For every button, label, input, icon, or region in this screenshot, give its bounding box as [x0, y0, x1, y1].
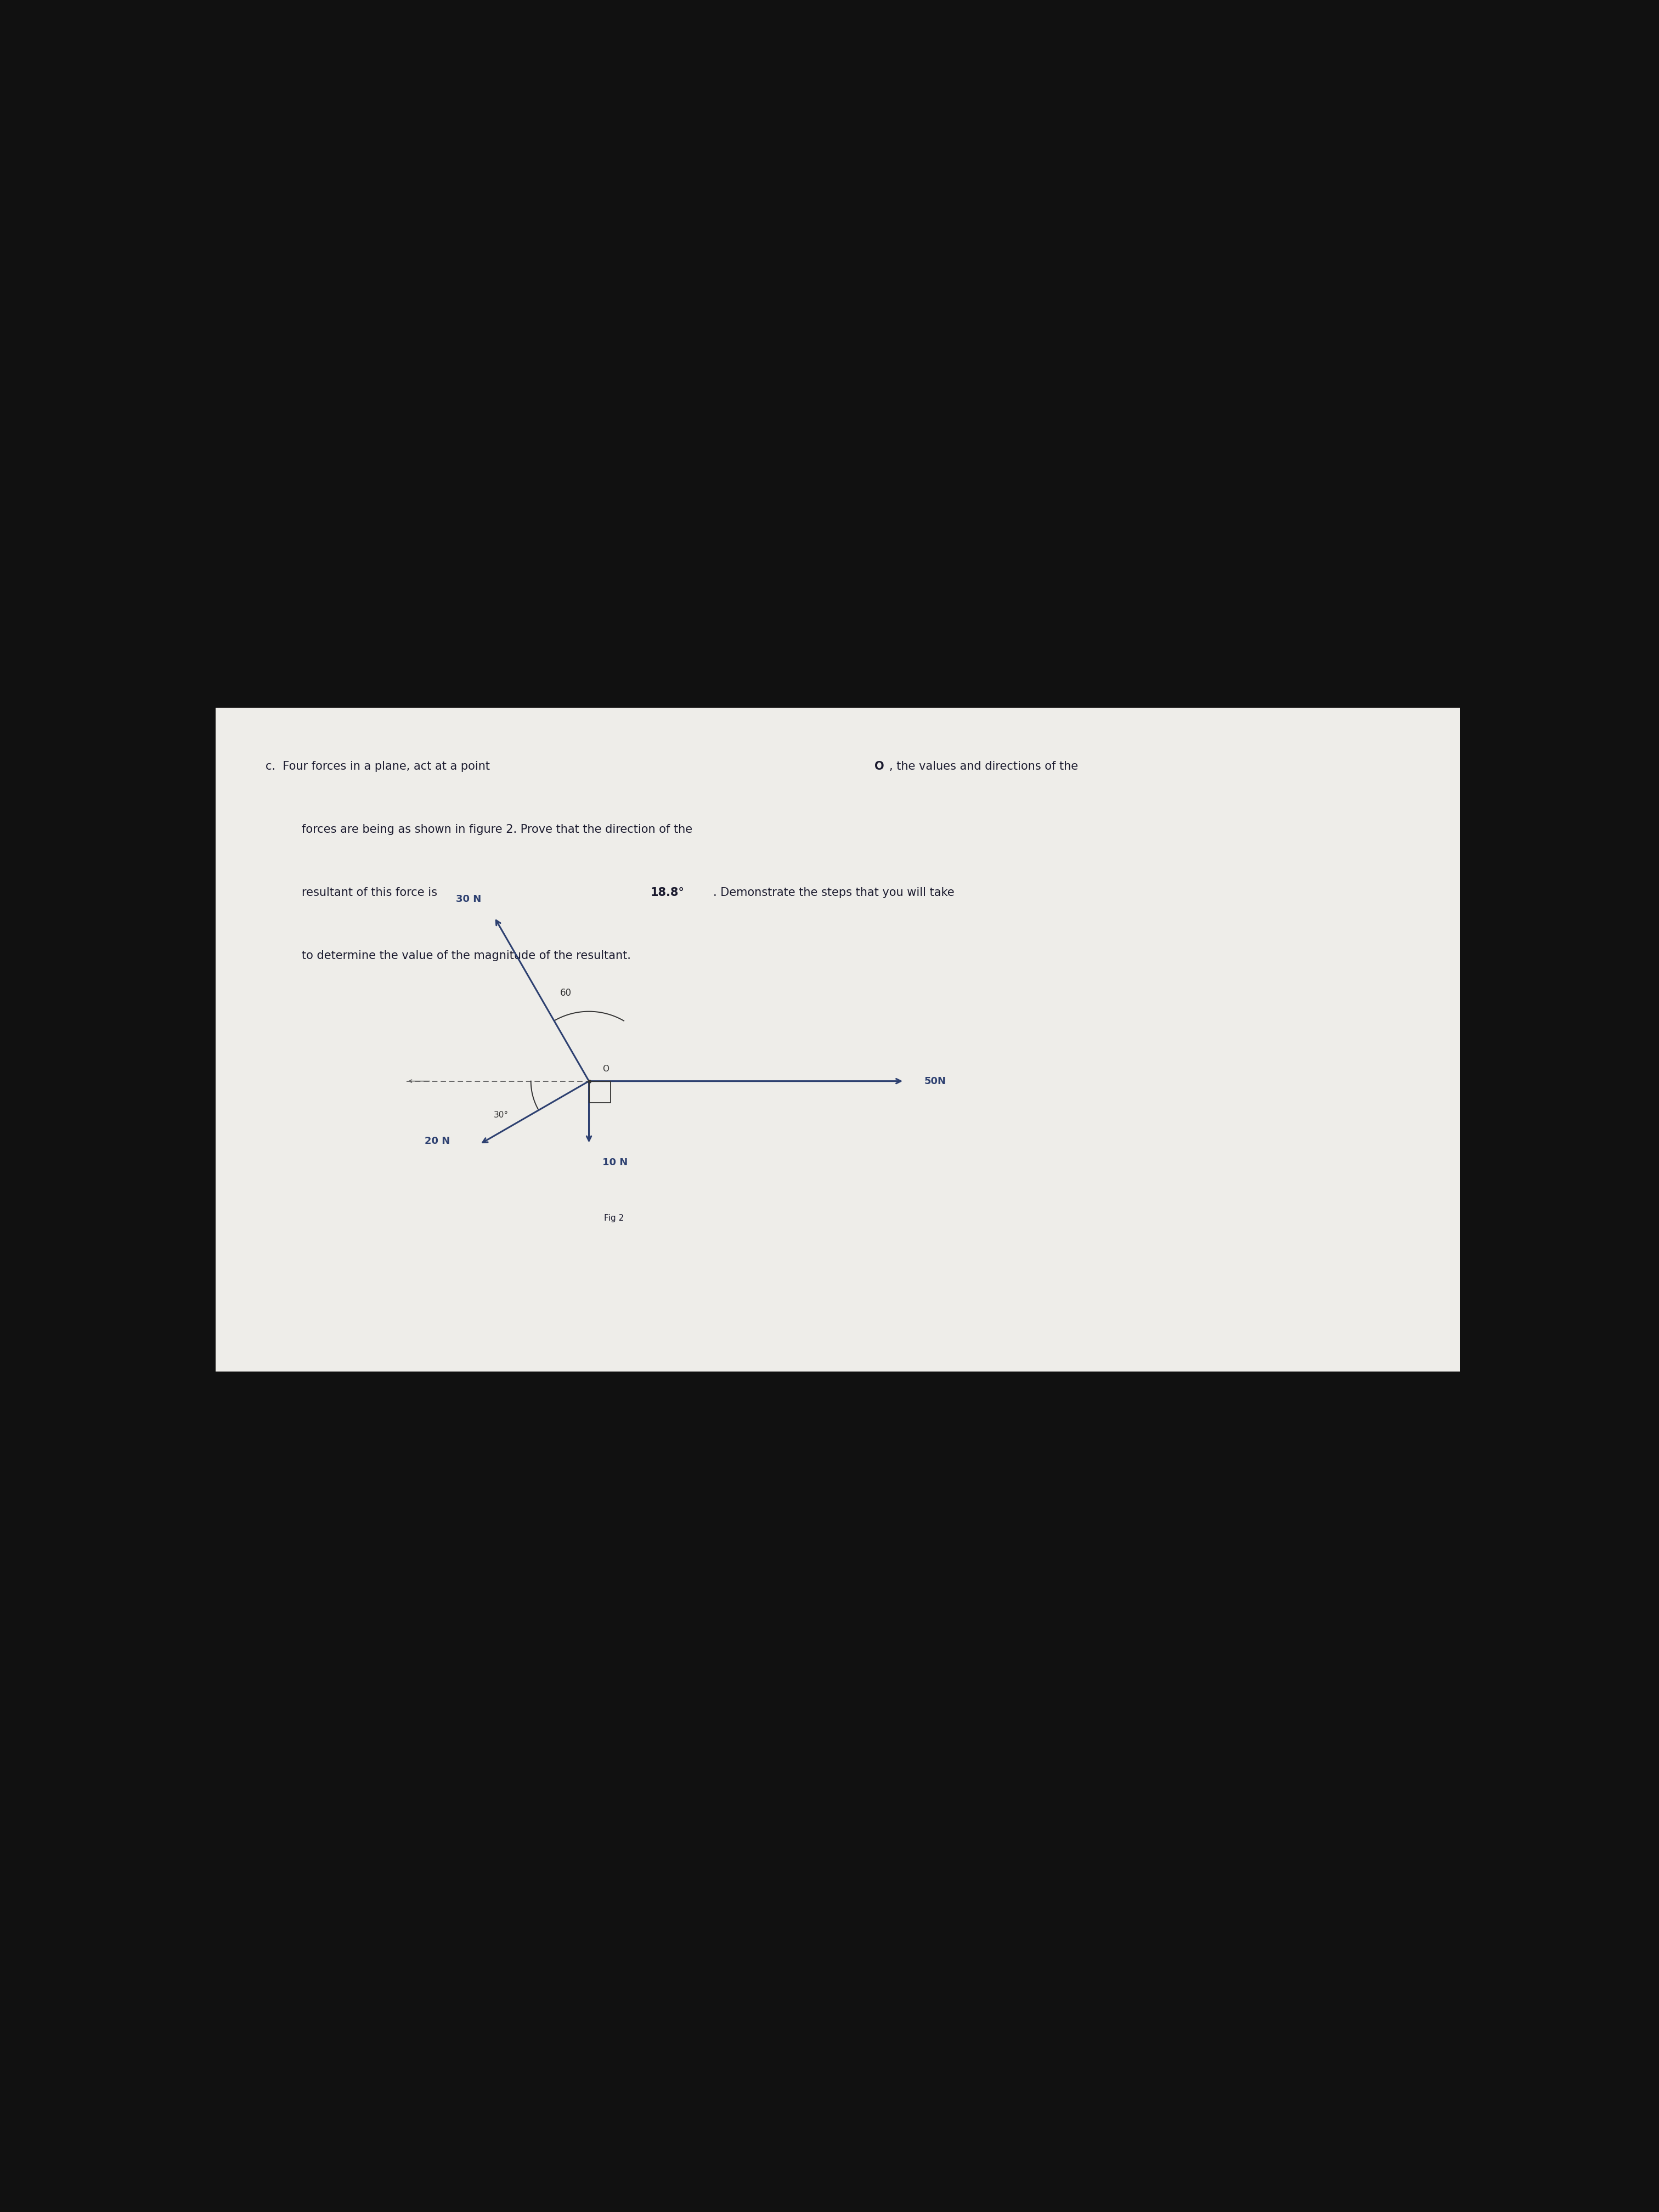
Text: Fig 2: Fig 2: [604, 1214, 624, 1221]
Bar: [589, 1082, 611, 1104]
Text: , the values and directions of the: , the values and directions of the: [889, 761, 1078, 772]
Text: 20 N: 20 N: [425, 1137, 450, 1146]
Text: . Demonstrate the steps that you will take: . Demonstrate the steps that you will ta…: [713, 887, 954, 898]
Text: to determine the value of the magnitude of the resultant.: to determine the value of the magnitude …: [302, 951, 630, 960]
Text: O: O: [874, 761, 884, 772]
Text: 18.8°: 18.8°: [650, 887, 684, 898]
Text: 50N: 50N: [924, 1077, 946, 1086]
Text: O: O: [602, 1064, 609, 1073]
Text: resultant of this force is: resultant of this force is: [302, 887, 441, 898]
Bar: [216, 708, 1460, 1371]
Text: 30°: 30°: [494, 1110, 508, 1119]
Text: forces are being as shown in figure 2. Prove that the direction of the: forces are being as shown in figure 2. P…: [302, 825, 692, 834]
Text: 60: 60: [561, 989, 571, 998]
Text: 30 N: 30 N: [456, 894, 481, 905]
Text: c.  Four forces in a plane, act at a point: c. Four forces in a plane, act at a poin…: [265, 761, 493, 772]
Text: 10 N: 10 N: [602, 1157, 627, 1168]
